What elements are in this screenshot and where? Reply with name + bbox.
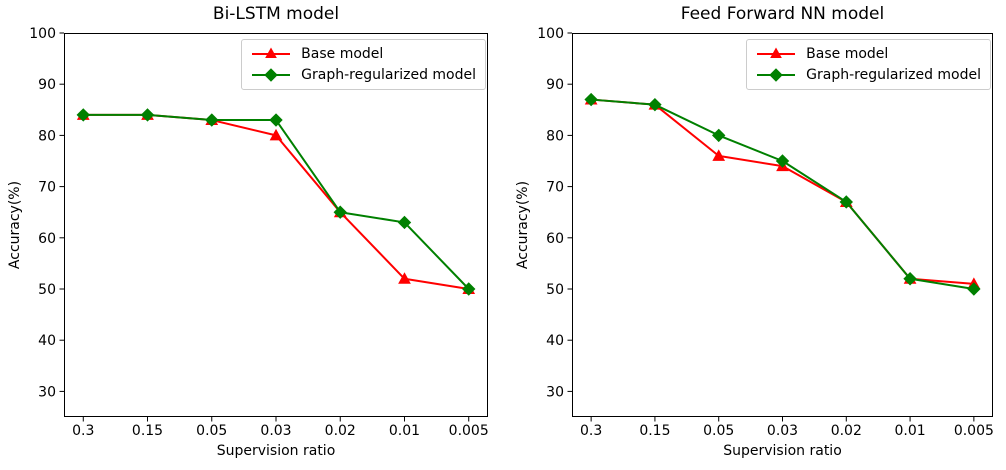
legend-label: Graph-regularized model [301, 67, 476, 83]
diamond-marker-icon [903, 272, 917, 286]
x-tick-label: 0.15 [639, 423, 670, 439]
legend-label: Graph-regularized model [806, 67, 981, 83]
diamond-marker-icon [712, 128, 726, 143]
x-tick-label: 0.02 [831, 423, 862, 439]
chart-title: Feed Forward NN model [680, 4, 885, 24]
legend-item-graph-regularized-model: Graph-regularized model [251, 66, 476, 84]
diamond-marker-icon [205, 113, 219, 127]
series-line [83, 113, 469, 290]
y-tick-label: 100 [29, 26, 56, 42]
x-tick-label: 0.03 [260, 423, 291, 439]
series-line [591, 98, 975, 290]
diamond-marker-icon [397, 215, 412, 230]
x-tick-label: 0.05 [196, 423, 227, 439]
diamond-marker-icon [252, 68, 291, 82]
chart-title: Bi-LSTM model [212, 4, 340, 24]
x-tick-label: 0.02 [325, 423, 356, 439]
y-axis-label: Accuracy(%) [7, 180, 23, 270]
x-tick-label: 0.03 [767, 423, 798, 439]
y-axis-label: Accuracy(%) [515, 180, 531, 270]
diamond-marker-icon [648, 97, 662, 112]
y-tick-label: 100 [537, 26, 564, 42]
diamond-marker-icon [333, 205, 347, 219]
y-tick-label: 80 [38, 128, 56, 144]
diamond-marker-icon [269, 113, 283, 127]
y-tick-label: 70 [546, 180, 564, 196]
series-line [591, 98, 974, 285]
y-tick-label: 30 [38, 384, 56, 400]
series-base-model [584, 93, 981, 289]
axes-frame [572, 33, 993, 417]
y-tick-label: 60 [38, 231, 56, 247]
diamond-marker-icon [967, 282, 981, 296]
x-axis-ticks: 0.3 0.15 0.05 0.03 0.02 0.01 0.005 [580, 417, 994, 439]
triangle-marker-icon [757, 47, 796, 58]
y-tick-label: 30 [546, 384, 564, 400]
legend-item-base-model: Base model [756, 45, 981, 63]
diamond-marker-icon [584, 92, 598, 107]
x-tick-label: 0.15 [132, 423, 163, 439]
x-tick-label: 0.3 [580, 423, 602, 439]
diamond-marker-icon [839, 195, 853, 209]
diamond-marker-icon [757, 68, 796, 82]
y-axis-ticks: 30 40 50 60 70 80 90 100 [29, 26, 64, 400]
y-tick-label: 40 [38, 333, 56, 349]
plot-area: 30 40 50 60 70 80 90 100 0.3 0.15 0.05 0.03 0.02 0.01… [537, 26, 994, 439]
x-axis-ticks: 0.3 0.15 0.05 0.03 0.02 0.01 0.005 [72, 417, 489, 439]
axes-frame [64, 33, 488, 417]
triangle-marker-icon [252, 47, 291, 58]
y-tick-label: 90 [546, 77, 564, 93]
triangle-marker-icon [712, 149, 726, 161]
triangle-marker-icon [398, 272, 411, 284]
y-tick-label: 90 [38, 77, 56, 93]
plot-area: 30 40 50 60 70 80 90 100 0.3 0.15 0.05 0.03 0.02 0.01… [29, 26, 489, 439]
diamond-marker-icon [462, 282, 476, 296]
series-line [83, 113, 470, 290]
legend: Base model Graph-regularized model [746, 39, 991, 90]
series-base-model [76, 108, 476, 294]
subplot-bilstm: Bi-LSTM model Accuracy(%) 30 40 50 60 70 80 90… [7, 4, 489, 459]
y-tick-label: 80 [546, 128, 564, 144]
y-axis-ticks: 30 40 50 60 70 80 90 100 [537, 26, 572, 400]
diamond-marker-icon [775, 154, 790, 168]
series-graph-regularized-model [584, 92, 981, 296]
legend: Base model Graph-regularized model [241, 39, 486, 90]
x-tick-label: 0.3 [72, 423, 94, 439]
x-tick-label: 0.005 [954, 423, 994, 439]
x-tick-label: 0.05 [703, 423, 734, 439]
x-axis-label: Supervision ratio [216, 443, 336, 459]
triangle-marker-icon [269, 128, 283, 141]
series-graph-regularized-model [76, 108, 476, 296]
x-axis-label: Supervision ratio [723, 443, 842, 459]
legend-item-base-model: Base model [251, 45, 476, 63]
legend-label: Base model [806, 46, 889, 62]
diamond-marker-icon [140, 108, 155, 122]
y-tick-label: 40 [546, 333, 564, 349]
legend-label: Base model [301, 46, 384, 62]
y-tick-label: 60 [546, 231, 564, 247]
y-tick-label: 70 [38, 180, 56, 196]
x-tick-label: 0.01 [389, 423, 420, 439]
diamond-marker-icon [76, 108, 90, 122]
subplot-ffnn: Feed Forward NN model Accuracy(%) 30 40 50… [515, 4, 994, 459]
y-tick-label: 50 [546, 282, 564, 298]
legend-item-graph-regularized-model: Graph-regularized model [756, 66, 981, 84]
x-tick-label: 0.01 [894, 423, 925, 439]
x-tick-label: 0.005 [449, 423, 489, 439]
y-tick-label: 50 [38, 282, 56, 298]
